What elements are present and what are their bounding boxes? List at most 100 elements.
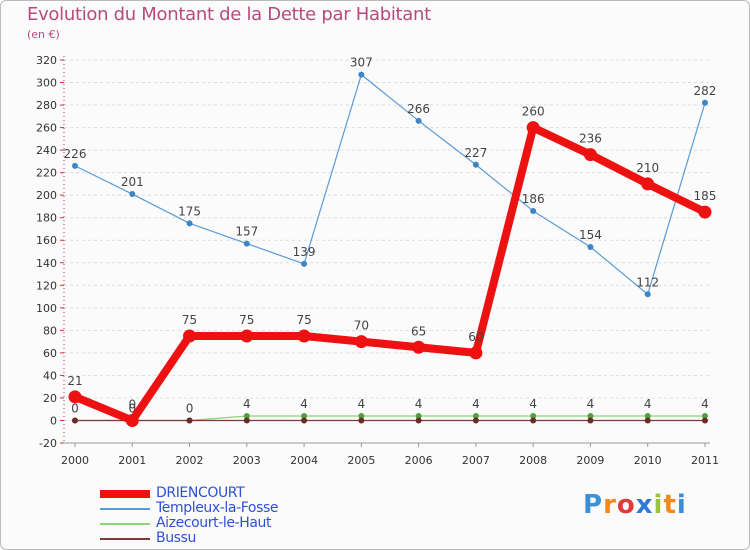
data-label-driencourt-2005: 70 bbox=[354, 319, 369, 333]
y-tick-label-240: 240 bbox=[36, 144, 57, 157]
point-aizecourt-le-haut-2006 bbox=[415, 412, 422, 419]
data-label-templeux-la-fosse-2008: 186 bbox=[522, 192, 545, 206]
point-templeux-la-fosse-2007 bbox=[472, 161, 479, 168]
x-tick-label-2010: 2010 bbox=[634, 454, 662, 467]
point-driencourt-2002 bbox=[183, 329, 197, 343]
legend-item-aizecourt[interactable]: Aizecourt-le-Haut bbox=[100, 515, 360, 532]
data-label-aizecourt-le-haut-2003: 4 bbox=[243, 397, 251, 411]
data-label-aizecourt-le-haut-2004: 4 bbox=[300, 397, 308, 411]
point-aizecourt-le-haut-2004 bbox=[301, 412, 308, 419]
y-tick-label-300: 300 bbox=[36, 77, 57, 90]
point-aizecourt-le-haut-2003 bbox=[243, 412, 250, 419]
data-label-aizecourt-le-haut-2001: 0 bbox=[128, 401, 136, 415]
point-aizecourt-le-haut-2010 bbox=[644, 412, 651, 419]
data-label-templeux-la-fosse-2006: 266 bbox=[407, 102, 430, 116]
point-bussu-2003 bbox=[243, 417, 250, 424]
legend-swatch-templeux bbox=[100, 508, 150, 510]
data-label-driencourt-2003: 75 bbox=[239, 313, 254, 327]
x-tick-label-2005: 2005 bbox=[347, 454, 375, 467]
point-bussu-2002 bbox=[186, 417, 193, 424]
legend-item-bussu[interactable]: Bussu bbox=[100, 530, 360, 547]
data-label-aizecourt-le-haut-2002: 0 bbox=[186, 401, 194, 415]
series-line-aizecourt-le-haut bbox=[74, 415, 706, 422]
logo-letter: r bbox=[603, 490, 617, 520]
x-tick-label-2004: 2004 bbox=[290, 454, 318, 467]
x-tick-label-2007: 2007 bbox=[462, 454, 490, 467]
data-label-driencourt-2006: 65 bbox=[411, 324, 426, 338]
data-label-aizecourt-le-haut-2007: 4 bbox=[472, 397, 480, 411]
data-label-templeux-la-fosse-2004: 139 bbox=[293, 245, 316, 259]
data-label-templeux-la-fosse-2009: 154 bbox=[579, 228, 602, 242]
data-label-driencourt-2011: 185 bbox=[694, 189, 717, 203]
y-tick-label-120: 120 bbox=[36, 279, 57, 292]
data-label-templeux-la-fosse-2005: 307 bbox=[350, 56, 373, 70]
y-tick-label-60: 60 bbox=[43, 347, 57, 360]
data-label-templeux-la-fosse-2007: 227 bbox=[464, 146, 487, 160]
point-aizecourt-le-haut-2011 bbox=[701, 412, 708, 419]
x-tick-label-2006: 2006 bbox=[405, 454, 433, 467]
point-driencourt-2010 bbox=[641, 177, 655, 191]
point-bussu-2011 bbox=[701, 417, 708, 424]
legend-label-aizecourt: Aizecourt-le-Haut bbox=[156, 515, 272, 531]
logo-letter: o bbox=[616, 490, 636, 520]
data-label-aizecourt-le-haut-2009: 4 bbox=[587, 397, 595, 411]
data-label-aizecourt-le-haut-2010: 4 bbox=[644, 397, 652, 411]
x-tick-label-2001: 2001 bbox=[118, 454, 146, 467]
data-label-driencourt-2002: 75 bbox=[182, 313, 197, 327]
y-tick-label-0: 0 bbox=[50, 414, 57, 427]
logo-letter: t bbox=[663, 490, 677, 520]
point-bussu-2007 bbox=[472, 417, 479, 424]
point-driencourt-2004 bbox=[297, 329, 311, 343]
x-tick-label-2008: 2008 bbox=[519, 454, 547, 467]
point-aizecourt-le-haut-2007 bbox=[472, 412, 479, 419]
y-tick-label-280: 280 bbox=[36, 99, 57, 112]
point-driencourt-2003 bbox=[240, 329, 254, 343]
data-label-aizecourt-le-haut-2005: 4 bbox=[358, 397, 366, 411]
point-aizecourt-le-haut-2008 bbox=[530, 412, 537, 419]
point-templeux-la-fosse-2000 bbox=[72, 162, 78, 169]
data-label-driencourt-2007: 60 bbox=[468, 330, 483, 344]
legend-label-bussu: Bussu bbox=[156, 530, 196, 546]
point-templeux-la-fosse-2004 bbox=[301, 260, 308, 267]
legend-item-templeux[interactable]: Templeux-la-Fosse bbox=[100, 500, 360, 517]
unit-label: (en €) bbox=[27, 28, 60, 41]
y-tick-label-180: 180 bbox=[36, 212, 57, 225]
legend-swatch-aizecourt bbox=[100, 523, 150, 525]
y-tick-label-200: 200 bbox=[36, 189, 57, 202]
y-tick-label-260: 260 bbox=[36, 122, 57, 135]
data-label-templeux-la-fosse-2010: 112 bbox=[636, 275, 659, 289]
point-templeux-la-fosse-2006 bbox=[415, 117, 422, 124]
point-bussu-2004 bbox=[301, 417, 308, 424]
y-tick-label-80: 80 bbox=[43, 324, 57, 337]
legend-swatch-driencourt bbox=[100, 490, 150, 498]
data-label-aizecourt-le-haut-2008: 4 bbox=[529, 397, 537, 411]
data-label-driencourt-2000: 21 bbox=[67, 374, 82, 388]
data-label-driencourt-2004: 75 bbox=[296, 313, 311, 327]
point-bussu-2006 bbox=[415, 417, 422, 424]
point-templeux-la-fosse-2011 bbox=[701, 99, 708, 106]
data-label-aizecourt-le-haut-2000: 0 bbox=[71, 401, 79, 415]
point-bussu-2000 bbox=[72, 417, 78, 424]
x-tick-label-2009: 2009 bbox=[576, 454, 604, 467]
data-label-driencourt-2001: 0 bbox=[128, 397, 136, 411]
point-aizecourt-le-haut-2005 bbox=[358, 412, 365, 419]
legend-label-driencourt: DRIENCOURT bbox=[156, 485, 245, 501]
data-label-aizecourt-le-haut-2006: 4 bbox=[415, 397, 423, 411]
point-driencourt-2009 bbox=[583, 148, 597, 162]
data-label-templeux-la-fosse-2003: 157 bbox=[235, 225, 258, 239]
data-label-driencourt-2008: 260 bbox=[522, 105, 545, 119]
y-tick-label-100: 100 bbox=[36, 302, 57, 315]
y-tick-label-160: 160 bbox=[36, 234, 57, 247]
point-driencourt-2011 bbox=[698, 205, 712, 219]
y-tick-label-140: 140 bbox=[36, 257, 57, 270]
logo-letter: P bbox=[583, 490, 604, 520]
logo-letter: x bbox=[635, 490, 654, 520]
point-driencourt-2000 bbox=[68, 390, 82, 404]
point-driencourt-2001 bbox=[125, 413, 139, 427]
chart-title: Evolution du Montant de la Dette par Hab… bbox=[27, 4, 431, 25]
series-line-driencourt bbox=[71, 123, 709, 425]
legend-item-driencourt[interactable]: DRIENCOURT bbox=[100, 485, 360, 502]
data-label-templeux-la-fosse-2001: 201 bbox=[121, 175, 144, 189]
y-tick-label-40: 40 bbox=[43, 369, 57, 382]
